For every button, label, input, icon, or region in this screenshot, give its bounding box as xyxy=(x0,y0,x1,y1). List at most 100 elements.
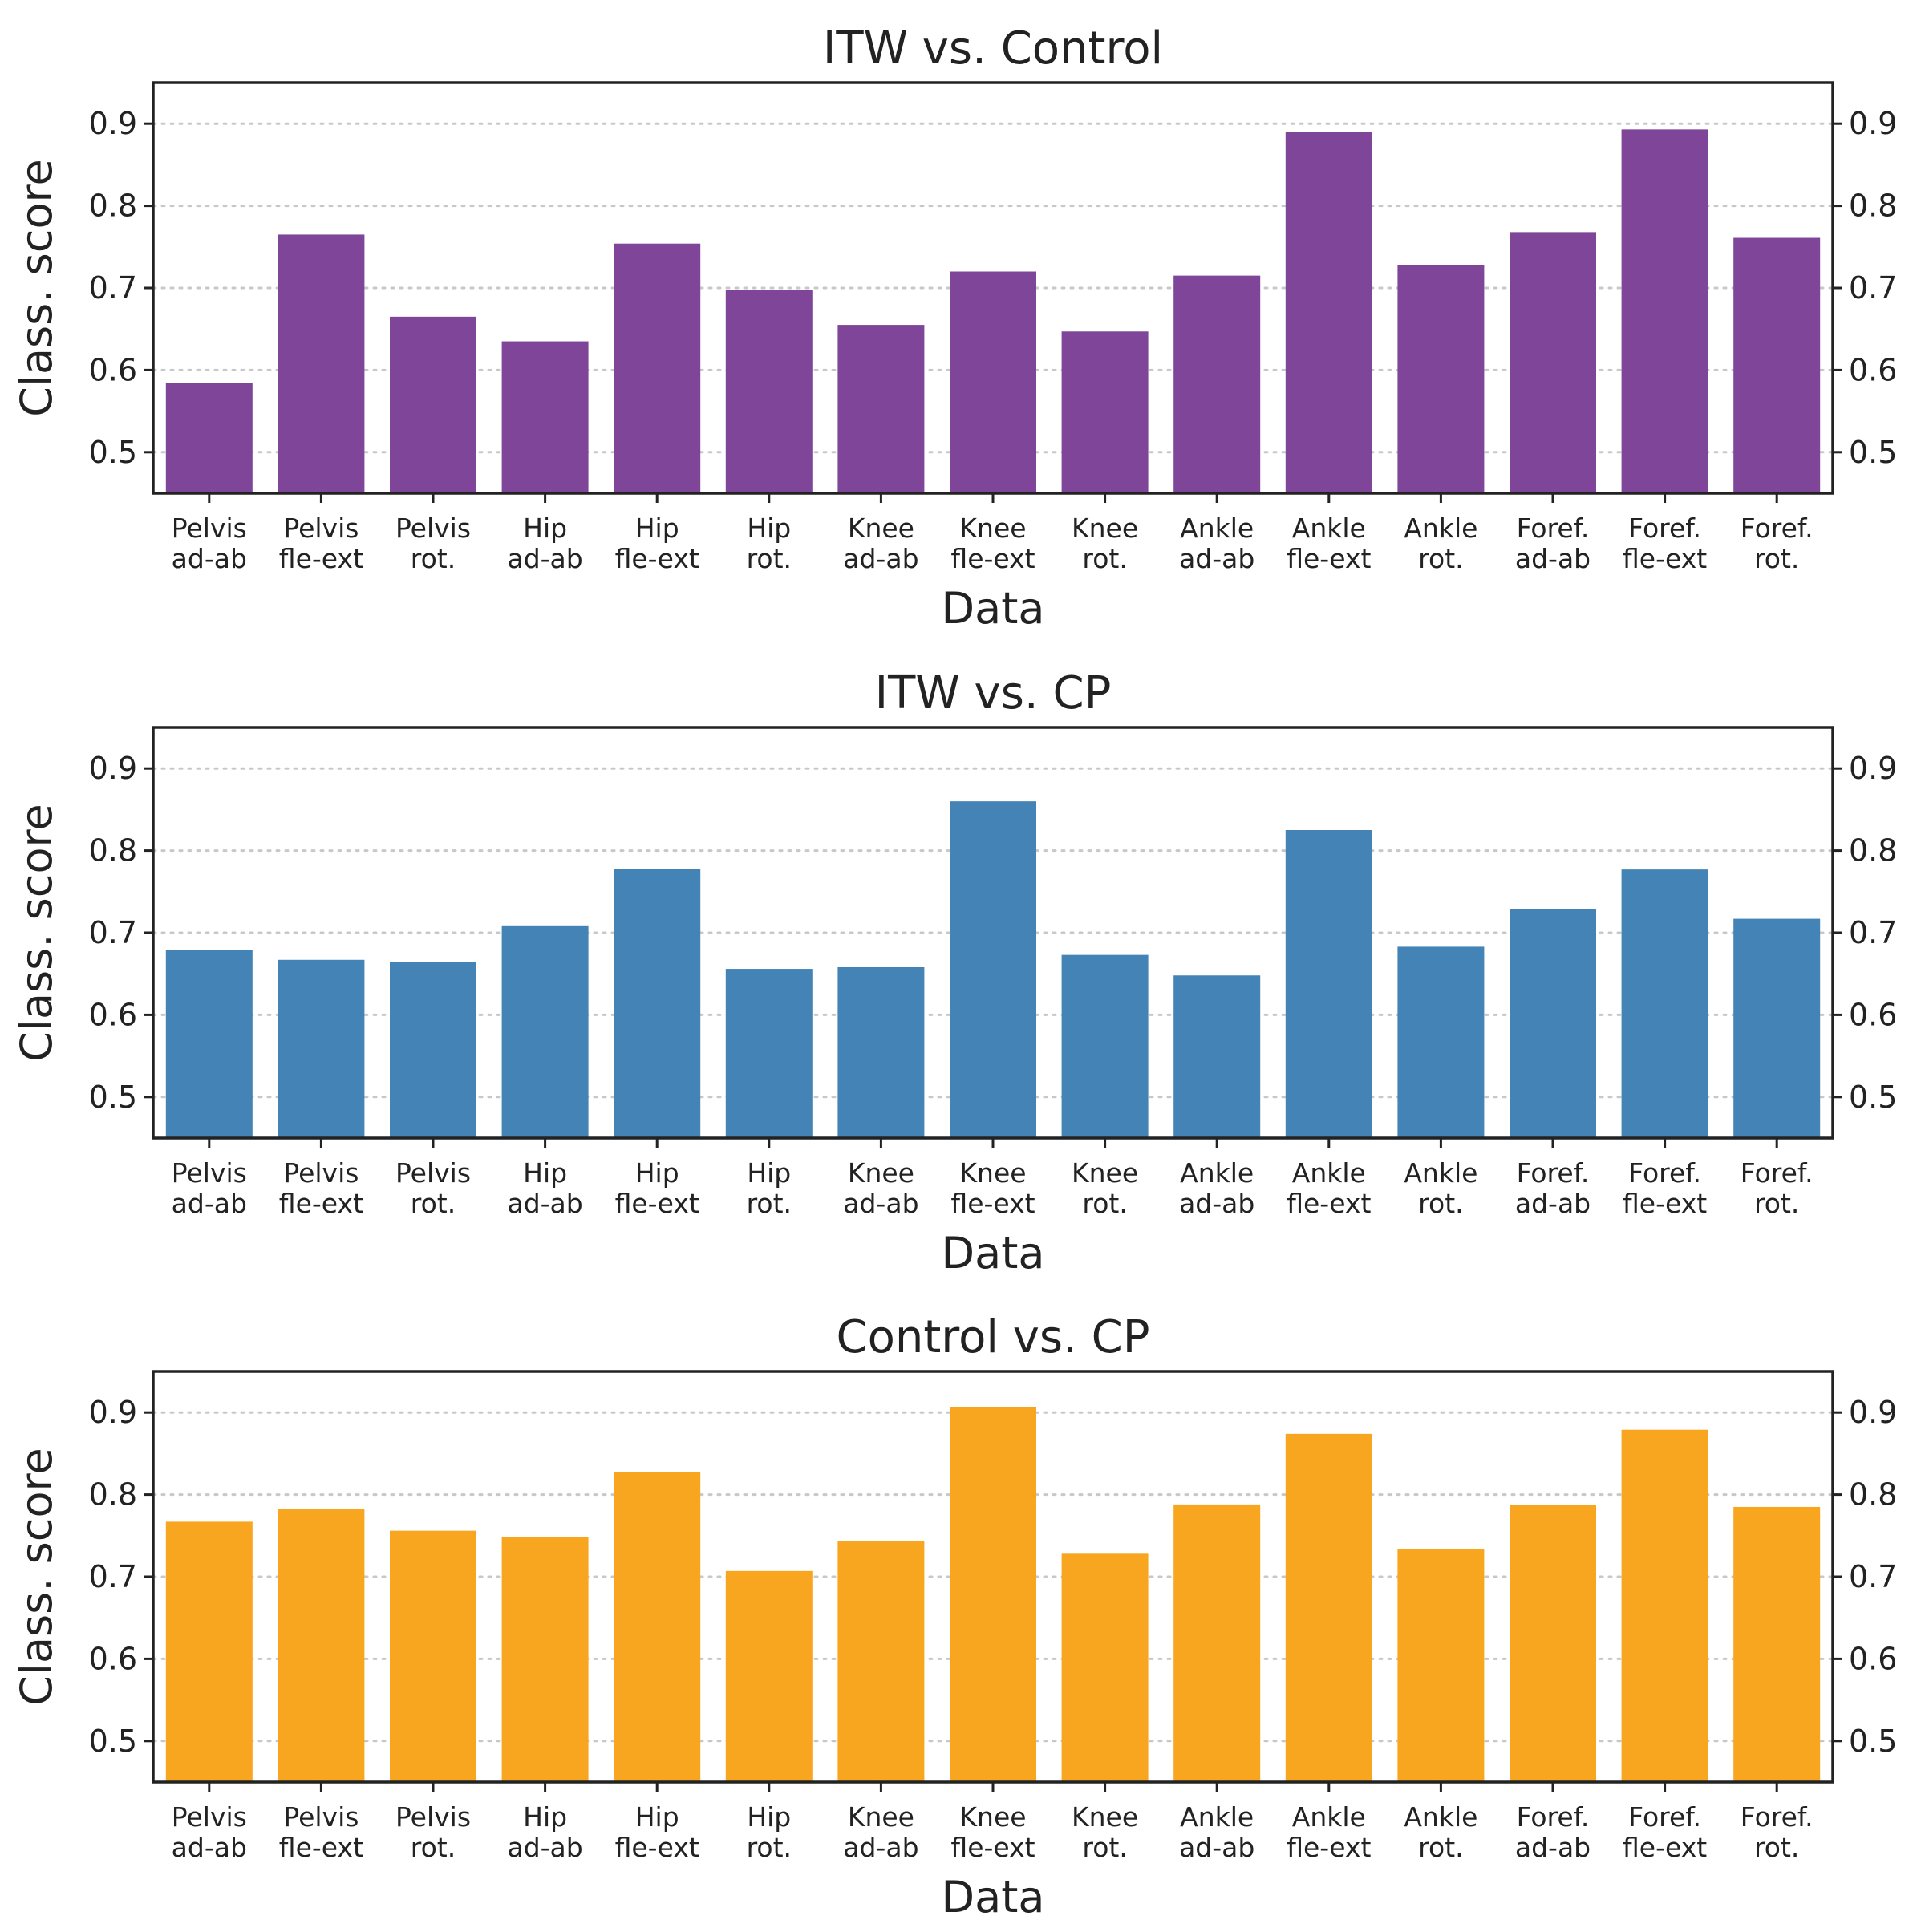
bar xyxy=(1621,1429,1708,1782)
x-tick-label: Hip fle-ext xyxy=(615,1801,699,1863)
y-tick-label-left: 0.7 xyxy=(89,915,137,950)
bar xyxy=(501,341,589,493)
bar xyxy=(1173,975,1261,1138)
bar xyxy=(501,925,589,1138)
x-tick-label: Knee ad-ab xyxy=(843,1801,918,1863)
y-tick-label-right: 0.9 xyxy=(1849,1395,1897,1430)
y-tick-label-left: 0.7 xyxy=(89,270,137,306)
x-tick-label: Knee rot. xyxy=(1072,1801,1138,1863)
bar xyxy=(390,962,476,1138)
x-tick-label: Foref. ad-ab xyxy=(1515,512,1591,574)
x-axis-label: Data xyxy=(942,1872,1045,1922)
bar xyxy=(1397,946,1485,1138)
bar xyxy=(165,1521,253,1782)
y-tick-label-right: 0.8 xyxy=(1849,833,1897,869)
x-tick-label: Knee fle-ext xyxy=(950,1801,1035,1863)
x-tick-label: Pelvis rot. xyxy=(395,512,471,574)
y-tick-label-right: 0.9 xyxy=(1849,751,1897,786)
x-tick-label: Ankle rot. xyxy=(1404,1157,1477,1219)
bar xyxy=(278,959,365,1138)
x-tick-label: Foref. fle-ext xyxy=(1623,1157,1707,1219)
bar xyxy=(725,290,813,493)
x-tick-label: Hip fle-ext xyxy=(615,1157,699,1219)
bar xyxy=(1173,1504,1261,1782)
y-tick-label-right: 0.6 xyxy=(1849,352,1897,387)
x-tick-label: Foref. fle-ext xyxy=(1623,1801,1707,1863)
y-tick-label-left: 0.5 xyxy=(89,1079,137,1115)
bar xyxy=(1510,1505,1596,1782)
bar xyxy=(614,1472,701,1782)
y-axis-label: Class. score xyxy=(11,804,62,1062)
x-tick-label: Hip rot. xyxy=(747,512,792,574)
x-tick-label: Foref. rot. xyxy=(1741,1157,1814,1219)
x-tick-label: Pelvis rot. xyxy=(395,1801,471,1863)
y-tick-label-right: 0.6 xyxy=(1849,997,1897,1032)
bar xyxy=(837,325,925,493)
bar xyxy=(278,1509,365,1782)
bar xyxy=(1621,869,1708,1138)
y-tick-label-right: 0.7 xyxy=(1849,915,1897,950)
bar xyxy=(1510,909,1596,1138)
x-tick-label: Pelvis ad-ab xyxy=(172,1157,247,1219)
bar xyxy=(1397,1549,1485,1782)
bar xyxy=(1733,237,1821,493)
x-tick-label: Ankle fle-ext xyxy=(1287,1801,1371,1863)
y-axis-label: Class. score xyxy=(11,1448,62,1706)
x-tick-label: Foref. ad-ab xyxy=(1515,1801,1591,1863)
y-tick-label-right: 0.5 xyxy=(1849,435,1897,470)
bar xyxy=(278,234,365,493)
y-tick-label-left: 0.6 xyxy=(89,997,137,1032)
x-tick-label: Pelvis ad-ab xyxy=(172,512,247,574)
x-tick-label: Pelvis ad-ab xyxy=(172,1801,247,1863)
chart-title: ITW vs. Control xyxy=(823,22,1163,75)
chart-panel-1: ITW vs. Control 0.5 0.5 0.6 0.6 0.7 0.7 0.8 0.8 0… xyxy=(11,22,1897,634)
bar xyxy=(837,967,925,1138)
x-tick-label: Pelvis fle-ext xyxy=(279,512,363,574)
x-tick-label: Pelvis rot. xyxy=(395,1157,471,1219)
y-axis-label: Class. score xyxy=(11,159,62,417)
bar xyxy=(950,801,1036,1138)
bar xyxy=(837,1541,925,1782)
x-tick-label: Ankle rot. xyxy=(1404,1801,1477,1863)
x-axis-label: Data xyxy=(942,1228,1045,1278)
y-tick-label-right: 0.5 xyxy=(1849,1723,1897,1759)
y-tick-label-left: 0.8 xyxy=(89,833,137,869)
bar xyxy=(1621,129,1708,494)
y-tick-label-left: 0.9 xyxy=(89,106,137,141)
bar xyxy=(501,1537,589,1782)
x-tick-label: Knee ad-ab xyxy=(843,1157,918,1219)
y-tick-label-right: 0.8 xyxy=(1849,1477,1897,1513)
x-tick-label: Ankle fle-ext xyxy=(1287,512,1371,574)
bar xyxy=(1173,275,1261,493)
bar xyxy=(1061,331,1149,493)
bar xyxy=(1061,1553,1149,1782)
x-tick-label: Knee rot. xyxy=(1072,1157,1138,1219)
bar xyxy=(614,243,701,493)
x-tick-label: Knee rot. xyxy=(1072,512,1138,574)
bar xyxy=(165,950,253,1138)
bar xyxy=(390,1530,476,1782)
bar xyxy=(1285,830,1372,1138)
x-tick-label: Foref. fle-ext xyxy=(1623,512,1707,574)
y-tick-label-left: 0.6 xyxy=(89,1641,137,1676)
chart-title: Control vs. CP xyxy=(836,1311,1149,1363)
y-tick-label-right: 0.9 xyxy=(1849,106,1897,141)
x-tick-label: Foref. rot. xyxy=(1741,1801,1814,1863)
bar xyxy=(1285,1433,1372,1782)
y-tick-label-left: 0.8 xyxy=(89,1477,137,1513)
y-tick-label-right: 0.7 xyxy=(1849,270,1897,306)
bar xyxy=(1285,132,1372,493)
x-tick-label: Hip rot. xyxy=(747,1801,792,1863)
x-tick-label: Foref. ad-ab xyxy=(1515,1157,1591,1219)
chart-title: ITW vs. CP xyxy=(875,667,1112,719)
y-tick-label-right: 0.7 xyxy=(1849,1559,1897,1594)
y-tick-label-left: 0.6 xyxy=(89,352,137,387)
bar xyxy=(390,316,476,493)
y-tick-label-left: 0.9 xyxy=(89,1395,137,1430)
bar xyxy=(165,383,253,493)
bar xyxy=(725,969,813,1138)
x-tick-label: Hip ad-ab xyxy=(507,512,582,574)
x-tick-label: Ankle ad-ab xyxy=(1179,1801,1254,1863)
bar xyxy=(1397,265,1485,493)
